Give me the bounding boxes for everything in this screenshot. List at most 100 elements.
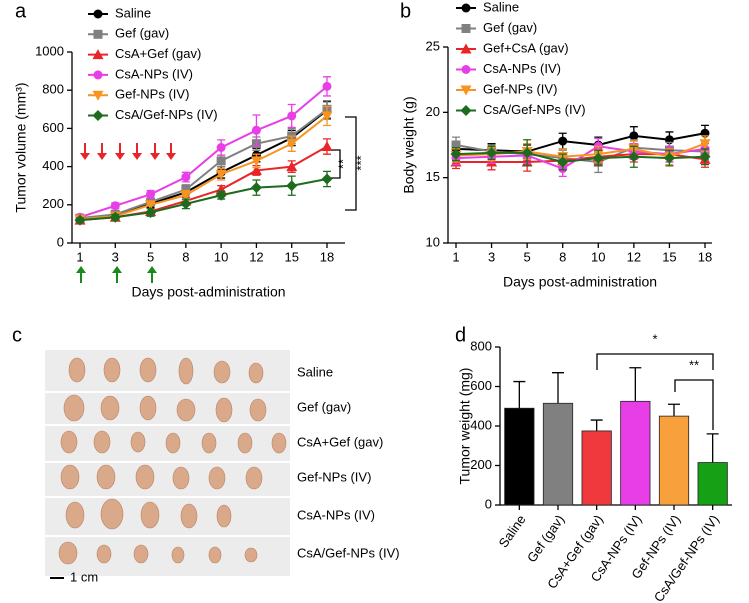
marker	[92, 90, 104, 101]
x-tick-label: Gef (gav)	[524, 512, 567, 565]
marker	[321, 141, 333, 152]
series-line	[455, 132, 706, 153]
marker	[461, 3, 471, 13]
marker	[321, 111, 333, 122]
error-bar	[552, 372, 564, 404]
x-tick-label: 8	[559, 249, 566, 264]
legend-label: Saline	[483, 0, 519, 14]
error-bar	[706, 433, 719, 463]
marker	[460, 43, 472, 54]
error-bar	[668, 403, 680, 417]
group-label: Saline	[297, 364, 333, 379]
marker	[699, 151, 711, 163]
marker	[461, 24, 471, 33]
marker	[286, 161, 298, 172]
x-tick-label: 12	[249, 249, 263, 264]
legend-label: Saline	[115, 5, 151, 20]
significance-brackets	[330, 116, 714, 430]
series-line	[455, 145, 706, 170]
y-tick-label: 600	[42, 120, 64, 135]
legend-label: Gef (gav)	[115, 26, 169, 41]
series-line	[79, 115, 328, 221]
x-tick-label: 5	[147, 249, 154, 264]
legend-label: CsA/Gef-NPs (IV)	[115, 107, 218, 122]
x-axis-title: Days post-administration	[503, 274, 657, 290]
marker	[451, 140, 461, 150]
marker	[92, 110, 104, 121]
marker	[145, 200, 157, 211]
marker	[592, 152, 604, 164]
group-label: Gef (gav)	[297, 399, 351, 414]
x-tick-label: 10	[591, 249, 605, 264]
significance-label: *	[652, 331, 657, 346]
dosing-arrows-red	[80, 143, 176, 160]
y-tick-label: 25	[426, 38, 440, 53]
marker	[699, 139, 711, 150]
y-tick-label: 400	[470, 417, 492, 432]
bar	[504, 407, 535, 506]
bar	[620, 400, 651, 506]
x-tick-label: Saline	[496, 512, 529, 550]
y-tick-label: 600	[470, 378, 492, 393]
marker	[181, 185, 191, 195]
x-tick-label: 15	[662, 249, 676, 264]
error-bar	[590, 419, 603, 431]
dosing-arrows-green	[76, 266, 157, 283]
marker	[286, 180, 298, 192]
marker	[145, 206, 157, 218]
bar	[658, 415, 690, 506]
marker	[180, 198, 192, 210]
marker	[215, 169, 227, 180]
panel-label: b	[400, 0, 411, 22]
marker	[146, 189, 156, 199]
marker	[180, 190, 192, 201]
marker	[93, 70, 103, 80]
marker	[110, 201, 120, 211]
legend-label: CsA/Gef-NPs (IV)	[483, 102, 586, 117]
marker	[74, 214, 86, 226]
significance-label: **	[335, 159, 350, 169]
y-tick-label: 0	[485, 496, 492, 511]
marker	[557, 156, 569, 168]
y-tick-label: 800	[42, 82, 64, 97]
y-tick-label: 1000	[35, 43, 64, 58]
y-tick-label: 400	[42, 158, 64, 173]
error-bar	[513, 380, 526, 409]
marker	[250, 164, 262, 175]
group-label: CsA/Gef-NPs (IV)	[297, 545, 400, 560]
tumor-photo	[45, 350, 290, 579]
marker	[93, 29, 103, 39]
marker	[322, 81, 332, 91]
scale-bar-label: 1 cm	[70, 569, 98, 584]
marker	[109, 211, 121, 223]
marker	[450, 148, 462, 160]
x-tick-label: 15	[284, 249, 298, 264]
x-tick-label: 3	[488, 249, 495, 264]
panel-label: a	[15, 0, 27, 22]
marker	[287, 111, 297, 121]
marker	[461, 65, 471, 74]
marker	[181, 172, 191, 182]
legend-label: Gef+CsA (gav)	[483, 40, 569, 55]
marker	[92, 49, 104, 60]
marker	[628, 151, 640, 163]
bar	[581, 430, 612, 506]
x-tick-label: 12	[627, 249, 641, 264]
legend-label: Gef-NPs (IV)	[483, 81, 557, 96]
x-tick-label: 18	[320, 249, 334, 264]
marker	[521, 147, 533, 159]
x-tick-label: 3	[112, 249, 119, 264]
marker	[663, 152, 675, 164]
y-axis-title: Body weight (g)	[401, 96, 417, 193]
panel-label: d	[455, 324, 466, 346]
legend-label: CsA-NPs (IV)	[483, 61, 561, 76]
y-axis-title: Tumor weight (mg)	[457, 368, 473, 485]
y-axis-title: Tumor volume (mm³)	[13, 82, 29, 212]
marker	[558, 136, 568, 146]
series-line	[455, 151, 706, 164]
marker	[216, 156, 226, 166]
significance-label: ***	[353, 155, 368, 170]
marker	[460, 105, 472, 116]
legend-label: CsA+Gef (gav)	[115, 46, 201, 61]
